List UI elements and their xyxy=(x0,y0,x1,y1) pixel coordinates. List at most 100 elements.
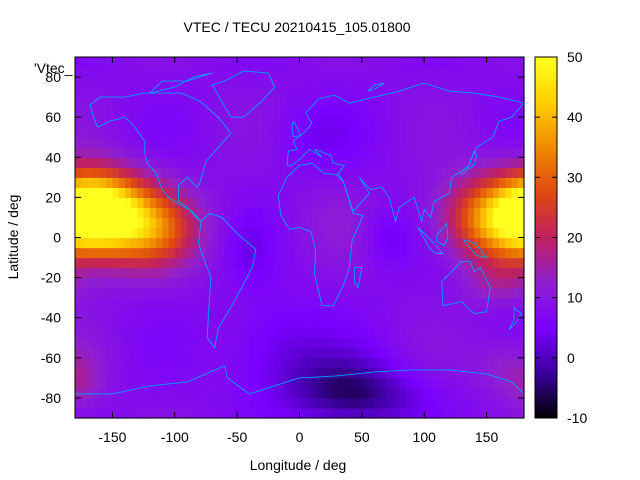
heatmap-cell xyxy=(106,167,114,178)
heatmap-cell xyxy=(424,297,432,309)
heatmap-cell xyxy=(218,87,226,98)
heatmap-cell xyxy=(355,187,363,198)
heatmap-cell xyxy=(174,107,182,118)
heatmap-cell xyxy=(430,387,438,399)
heatmap-cell xyxy=(137,327,145,339)
heatmap-cell xyxy=(149,407,157,419)
heatmap-cell xyxy=(181,347,188,359)
heatmap-cell xyxy=(224,57,232,68)
heatmap-cell xyxy=(81,157,89,168)
heatmap-cell xyxy=(486,67,494,78)
heatmap-cell xyxy=(93,77,101,88)
heatmap-cell xyxy=(131,67,138,78)
heatmap-cell xyxy=(268,187,276,198)
heatmap-cell xyxy=(324,67,332,78)
heatmap-cell xyxy=(374,177,382,188)
heatmap-cell xyxy=(430,177,438,188)
heatmap-cell xyxy=(368,307,375,319)
heatmap-cell xyxy=(255,317,263,329)
heatmap-cell xyxy=(299,207,307,219)
heatmap-cell xyxy=(343,307,350,319)
heatmap-cell xyxy=(137,67,145,78)
heatmap-cell xyxy=(511,217,519,229)
heatmap-cell xyxy=(149,217,157,229)
heatmap-cell xyxy=(243,337,251,349)
heatmap-cell xyxy=(492,227,500,239)
heatmap-cell xyxy=(299,327,307,339)
heatmap-cell xyxy=(149,107,157,118)
heatmap-cell xyxy=(149,167,157,178)
heatmap-cell xyxy=(455,197,463,209)
heatmap-cell xyxy=(349,117,357,128)
heatmap-cell xyxy=(106,117,114,128)
heatmap-cell xyxy=(368,317,375,329)
heatmap-cell xyxy=(492,347,500,359)
heatmap-cell xyxy=(405,57,413,68)
heatmap-cell xyxy=(118,297,126,309)
heatmap-cell xyxy=(237,207,244,219)
heatmap-cell xyxy=(112,257,120,269)
heatmap-cell xyxy=(480,107,488,118)
heatmap-cell xyxy=(87,377,95,389)
heatmap-cell xyxy=(499,107,506,118)
heatmap-cell xyxy=(318,207,326,219)
heatmap-cell xyxy=(480,267,488,279)
heatmap-cell xyxy=(293,77,301,88)
heatmap-cell xyxy=(93,107,101,118)
heatmap-cell xyxy=(311,227,319,239)
heatmap-cell xyxy=(193,397,201,409)
heatmap-cell xyxy=(268,117,276,128)
heatmap-cell xyxy=(187,197,195,209)
heatmap-cell xyxy=(255,247,263,259)
heatmap-cell xyxy=(75,127,82,138)
heatmap-cell xyxy=(374,67,382,78)
heatmap-cell xyxy=(174,207,182,219)
heatmap-cell xyxy=(486,237,494,249)
heatmap-cell xyxy=(474,67,481,78)
heatmap-cell xyxy=(505,117,513,128)
coastline xyxy=(149,72,213,94)
heatmap-cell xyxy=(424,227,432,239)
heatmap-cell xyxy=(480,157,488,168)
heatmap-cell xyxy=(268,167,276,178)
heatmap-cell xyxy=(505,157,513,168)
heatmap-cell xyxy=(449,367,457,379)
heatmap-cell xyxy=(255,277,263,289)
heatmap-cell xyxy=(143,287,151,299)
heatmap-cell xyxy=(93,267,101,279)
heatmap-cell xyxy=(430,77,438,88)
heatmap-cell xyxy=(112,367,120,379)
heatmap-cell xyxy=(187,217,195,229)
heatmap-cell xyxy=(461,267,469,279)
heatmap-cell xyxy=(318,367,326,379)
heatmap-cell xyxy=(499,377,506,389)
heatmap-cell xyxy=(149,137,157,148)
heatmap-cell xyxy=(93,407,101,419)
heatmap-cell xyxy=(430,187,438,198)
heatmap-cell xyxy=(324,157,332,168)
heatmap-cell xyxy=(467,177,475,188)
heatmap-cell xyxy=(399,187,407,198)
heatmap-cell xyxy=(411,197,419,209)
heatmap-cell xyxy=(112,397,120,409)
heatmap-cell xyxy=(112,157,120,168)
heatmap-cell xyxy=(517,267,525,279)
heatmap-cell xyxy=(287,217,294,229)
heatmap-cell xyxy=(474,337,481,349)
heatmap-cell xyxy=(455,227,463,239)
colorbar-tick-label: 40 xyxy=(567,109,583,125)
heatmap-cell xyxy=(224,247,232,259)
heatmap-cell xyxy=(268,207,276,219)
heatmap-cell xyxy=(486,97,494,108)
heatmap-cell xyxy=(243,107,251,118)
heatmap-cell xyxy=(461,367,469,379)
heatmap-cell xyxy=(224,337,232,349)
heatmap-cell xyxy=(224,367,232,379)
heatmap-cell xyxy=(455,307,463,319)
heatmap-cell xyxy=(87,187,95,198)
heatmap-cell xyxy=(442,57,450,68)
heatmap-cell xyxy=(106,277,114,289)
heatmap-cell xyxy=(474,247,481,259)
heatmap-cell xyxy=(131,277,138,289)
heatmap-cell xyxy=(187,317,195,329)
